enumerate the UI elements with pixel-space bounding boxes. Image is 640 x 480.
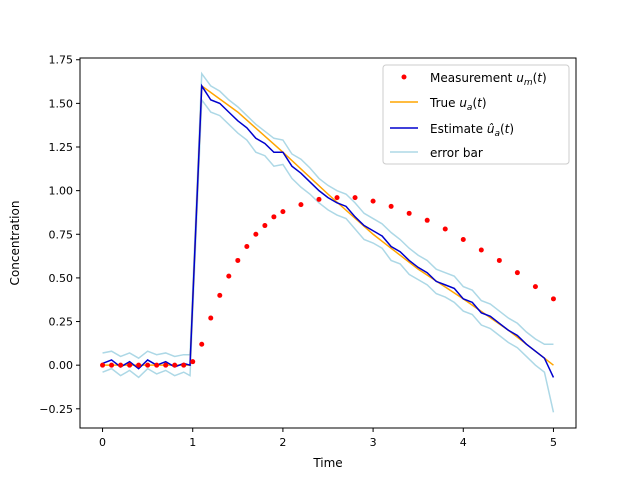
legend-label-true: True ua(t) <box>429 96 487 113</box>
error-bar-lower-line <box>102 97 555 413</box>
x-tick-label: 1 <box>189 436 196 449</box>
measurement-point <box>235 257 241 263</box>
x-tick-label: 0 <box>99 436 106 449</box>
measurement-point <box>550 296 556 302</box>
measurement-point <box>118 362 124 368</box>
measurement-point <box>460 237 466 243</box>
measurement-point <box>370 198 376 204</box>
measurement-point <box>172 362 178 368</box>
measurement-point <box>298 202 304 208</box>
y-tick-label: 0.25 <box>49 316 74 329</box>
measurement-point <box>145 362 151 368</box>
measurement-point <box>226 273 232 279</box>
measurement-point <box>352 195 358 201</box>
y-tick-label: 1.50 <box>49 97 74 110</box>
measurement-point <box>478 247 484 253</box>
legend: Measurement um(t) True ua(t) Estimate ûa… <box>382 64 570 165</box>
measurement-point <box>334 195 340 201</box>
legend-label-estimate: Estimate ûa(t) <box>430 122 514 139</box>
x-tick-label: 4 <box>460 436 467 449</box>
x-axis-label: Time <box>312 456 342 470</box>
measurement-point <box>316 196 322 202</box>
measurement-point <box>514 270 520 276</box>
y-tick-label: 0.50 <box>49 272 74 285</box>
measurement-point <box>244 243 250 249</box>
measurement-point <box>532 284 538 290</box>
y-tick-label: 1.25 <box>49 141 74 154</box>
y-tick-label: 1.75 <box>49 54 74 67</box>
measurement-point <box>271 214 277 220</box>
legend-label-measurement: Measurement um(t) <box>430 71 547 88</box>
measurement-point <box>424 217 430 223</box>
measurement-point <box>262 223 268 229</box>
measurement-point <box>496 257 502 263</box>
measurement-point <box>136 362 142 368</box>
measurement-point <box>100 362 106 368</box>
measurement-point <box>181 362 187 368</box>
measurement-point <box>109 362 115 368</box>
x-tick-label: 2 <box>279 436 286 449</box>
legend-frame <box>382 64 570 165</box>
measurement-point <box>199 341 205 347</box>
measurement-point <box>208 315 214 321</box>
legend-label-error-bar: error bar <box>430 146 483 160</box>
x-tick-label: 5 <box>550 436 557 449</box>
measurement-point <box>253 231 259 237</box>
measurement-point <box>163 362 169 368</box>
estimate-series-line <box>102 83 555 378</box>
y-axis-label: Concentration <box>8 201 22 286</box>
plot-frame <box>79 57 577 429</box>
measurement-point <box>388 203 394 209</box>
measurement-point <box>190 359 196 365</box>
y-tick-label: 0.00 <box>49 359 74 372</box>
measurement-point <box>127 362 133 368</box>
measurement-point <box>280 209 286 215</box>
measurement-point <box>406 210 412 216</box>
measurement-point <box>154 362 160 368</box>
y-tick-label: −0.25 <box>39 403 73 416</box>
error-bar-upper-line <box>102 71 554 360</box>
y-tick-label: 1.00 <box>49 185 74 198</box>
y-tick-label: 0.75 <box>49 228 74 241</box>
x-tick-label: 3 <box>370 436 377 449</box>
measurement-point <box>217 292 223 298</box>
measurement-point <box>442 226 448 232</box>
legend-key-measurement <box>401 74 407 80</box>
